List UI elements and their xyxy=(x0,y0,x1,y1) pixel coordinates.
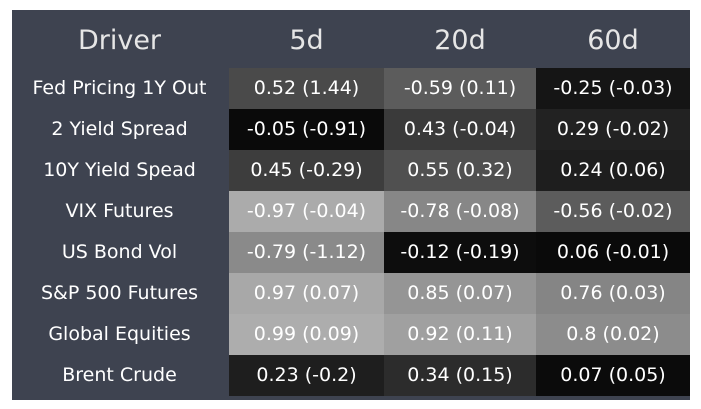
value-cell-20d: 0.34 (0.15) xyxy=(384,355,536,396)
value-cell-60d: -0.25 (-0.03) xyxy=(536,68,690,109)
value-cell-5d: -0.79 (-1.12) xyxy=(229,232,384,273)
driver-label: US Bond Vol xyxy=(61,241,178,263)
table-row: VIX Futures -0.97 (-0.04) -0.78 (-0.08) … xyxy=(12,191,690,232)
value-cell-5d: 0.23 (-0.2) xyxy=(229,355,384,396)
value-cell-20d: -0.78 (-0.08) xyxy=(384,191,536,232)
value-cell-5d: 0.45 (-0.29) xyxy=(229,150,384,191)
header-5d: 5d xyxy=(289,25,324,56)
value-cell-60d: 0.06 (-0.01) xyxy=(536,232,690,273)
value-cell-5d: 0.99 (0.09) xyxy=(229,314,384,355)
value-cell-60d: 0.07 (0.05) xyxy=(536,355,690,396)
value-cell-20d: 0.85 (0.07) xyxy=(384,273,536,314)
value-cell-60d: 0.24 (0.06) xyxy=(536,150,690,191)
table-row: 10Y Yield Spead 0.45 (-0.29) 0.55 (0.32)… xyxy=(12,150,690,191)
table-row: Brent Crude 0.23 (-0.2) 0.34 (0.15) 0.07… xyxy=(12,355,690,396)
value-cell-60d: 0.76 (0.03) xyxy=(536,273,690,314)
value-cell-5d: -0.97 (-0.04) xyxy=(229,191,384,232)
driver-label: S&P 500 Futures xyxy=(40,282,199,304)
header-driver: Driver xyxy=(77,25,162,56)
header-20d: 20d xyxy=(434,25,486,56)
value-cell-5d: -0.05 (-0.91) xyxy=(229,109,384,150)
header-row: Driver 5d 20d 60d xyxy=(12,10,690,68)
value-cell-60d: -0.56 (-0.02) xyxy=(536,191,690,232)
value-cell-20d: 0.55 (0.32) xyxy=(384,150,536,191)
value-cell-20d: -0.59 (0.11) xyxy=(384,68,536,109)
driver-label: 2 Yield Spread xyxy=(51,118,188,140)
value-cell-20d: 0.43 (-0.04) xyxy=(384,109,536,150)
value-cell-20d: -0.12 (-0.19) xyxy=(384,232,536,273)
table-row: S&P 500 Futures 0.97 (0.07) 0.85 (0.07) … xyxy=(12,273,690,314)
table-row: Fed Pricing 1Y Out 0.52 (1.44) -0.59 (0.… xyxy=(12,68,690,109)
correlation-table: Driver 5d 20d 60d Fed Pricing 1Y Out 0.5… xyxy=(12,10,690,400)
driver-label: Fed Pricing 1Y Out xyxy=(32,77,207,99)
value-cell-20d: 0.92 (0.11) xyxy=(384,314,536,355)
driver-label: Global Equities xyxy=(48,323,191,345)
value-cell-60d: 0.8 (0.02) xyxy=(536,314,690,355)
driver-label: 10Y Yield Spead xyxy=(43,159,196,181)
table-row: US Bond Vol -0.79 (-1.12) -0.12 (-0.19) … xyxy=(12,232,690,273)
table-row: Global Equities 0.99 (0.09) 0.92 (0.11) … xyxy=(12,314,690,355)
driver-label: Brent Crude xyxy=(62,364,177,386)
value-cell-60d: 0.29 (-0.02) xyxy=(536,109,690,150)
table-row: 2 Yield Spread -0.05 (-0.91) 0.43 (-0.04… xyxy=(12,109,690,150)
header-60d: 60d xyxy=(587,25,639,56)
driver-label: VIX Futures xyxy=(65,200,174,222)
value-cell-5d: 0.97 (0.07) xyxy=(229,273,384,314)
value-cell-5d: 0.52 (1.44) xyxy=(229,68,384,109)
